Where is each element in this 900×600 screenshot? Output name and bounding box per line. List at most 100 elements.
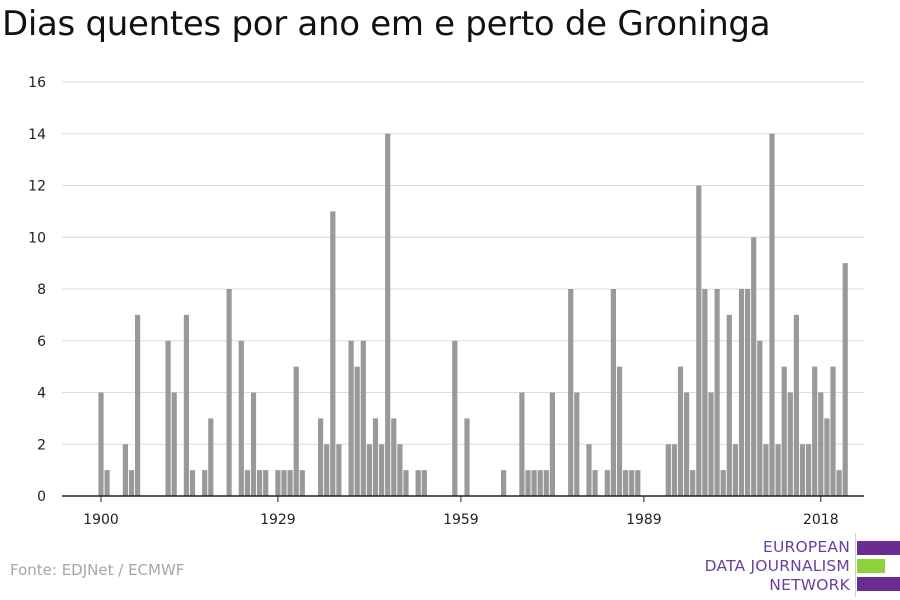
bar-1952: [415, 470, 421, 497]
x-tick-label: 1989: [626, 512, 662, 528]
bar-1945: [372, 418, 379, 497]
y-tick-label: 16: [28, 75, 46, 91]
chart-title: Dias quentes por ano em e perto de Groni…: [2, 4, 771, 44]
bar-2005: [738, 289, 745, 496]
bar-1904: [122, 444, 128, 496]
bar-1983: [604, 470, 610, 497]
bar-1984: [610, 289, 616, 496]
bar-2008: [757, 340, 763, 496]
bar-1994: [671, 444, 677, 496]
bar-1973: [543, 470, 549, 497]
bar-1949: [397, 444, 403, 496]
bar-1944: [366, 444, 372, 496]
bar-1981: [592, 470, 598, 497]
bar-1937: [324, 444, 330, 496]
logo-bar-green: [857, 559, 885, 573]
bar-1900: [98, 392, 104, 496]
bar-1988: [635, 470, 641, 497]
logo-text-data-journalism: DATA JOURNALISM: [704, 557, 850, 575]
bar-1985: [616, 366, 623, 497]
bar-1917: [202, 470, 208, 497]
bar-2003: [726, 314, 732, 497]
bar-2011: [775, 444, 781, 496]
bar-2012: [781, 366, 787, 497]
bar-2018: [818, 392, 824, 496]
bar-1948: [391, 418, 397, 497]
bar-2006: [745, 289, 751, 496]
bar-1942: [354, 366, 360, 497]
bar-1996: [684, 392, 690, 496]
bar-2022: [842, 263, 848, 497]
bars: [98, 133, 848, 497]
bar-1995: [677, 366, 684, 497]
bar-2000: [708, 392, 714, 496]
bar-1946: [379, 444, 385, 496]
bar-1918: [208, 418, 214, 497]
y-tick-label: 4: [37, 386, 46, 402]
x-tick-label: 1959: [443, 512, 479, 528]
logo-bar-purple-top: [857, 541, 900, 555]
x-axis: 1900 1929 1959 1989 2018: [62, 495, 864, 528]
bar-1971: [531, 470, 537, 497]
y-tick-label: 2: [37, 437, 46, 453]
bar-1998: [696, 185, 702, 496]
bar-1938: [330, 211, 336, 497]
grid-lines: [62, 81, 864, 445]
x-tick-label: 1929: [260, 512, 296, 528]
bar-1914: [183, 314, 189, 497]
bar-1921: [226, 289, 232, 496]
bar-1966: [501, 470, 507, 497]
y-tick-label: 6: [37, 334, 46, 350]
bar-1906: [135, 314, 141, 497]
bar-2016: [806, 444, 812, 496]
bar-1926: [257, 470, 263, 497]
bar-1997: [690, 470, 696, 497]
bar-1999: [702, 289, 708, 496]
logo-divider: [855, 533, 856, 597]
bar-2010: [769, 133, 775, 496]
edjnet-logo: EUROPEAN DATA JOURNALISM NETWORK: [700, 531, 900, 599]
x-tick-label: 2018: [803, 512, 839, 528]
bar-1970: [525, 470, 531, 497]
bar-2015: [799, 444, 806, 496]
bar-1947: [385, 133, 391, 496]
bar-2002: [720, 470, 726, 497]
bar-1939: [336, 444, 342, 496]
bar-1901: [104, 470, 110, 497]
bar-2013: [787, 392, 793, 496]
bar-1969: [519, 392, 525, 496]
x-tick-label: 1900: [83, 512, 119, 528]
bar-2007: [751, 237, 757, 496]
bar-2001: [714, 289, 720, 496]
bar-1905: [128, 470, 135, 497]
y-tick-label: 8: [37, 282, 46, 298]
bar-1936: [318, 418, 324, 497]
bar-2014: [793, 314, 799, 497]
bar-2019: [824, 418, 830, 497]
bar-1960: [464, 418, 470, 497]
bar-1958: [452, 340, 458, 496]
bar-1993: [665, 444, 671, 496]
bar-1932: [293, 366, 299, 497]
bar-1977: [568, 289, 574, 496]
bar-chart: 0 2 4 6 8 10 12 14 16 1900 1929 1959 1989 2018: [28, 75, 864, 528]
bar-2004: [732, 444, 738, 496]
y-tick-label: 14: [28, 127, 46, 143]
y-tick-label: 12: [28, 179, 46, 195]
logo-text-european: EUROPEAN: [762, 538, 850, 556]
bar-1915: [189, 470, 196, 497]
y-axis: 0 2 4 6 8 10 12 14 16: [28, 75, 46, 505]
bar-2017: [812, 366, 818, 497]
bar-1950: [403, 470, 409, 497]
bar-1933: [299, 470, 305, 497]
logo-bar-purple-bottom: [857, 577, 900, 591]
y-tick-label: 10: [28, 230, 46, 246]
bar-2020: [830, 366, 836, 497]
bar-2009: [763, 444, 769, 496]
bar-1986: [623, 470, 629, 497]
bar-1978: [574, 392, 580, 496]
y-tick-label: 0: [37, 489, 46, 505]
bar-1931: [287, 470, 293, 497]
bar-1941: [348, 340, 354, 496]
bar-1953: [421, 470, 427, 497]
